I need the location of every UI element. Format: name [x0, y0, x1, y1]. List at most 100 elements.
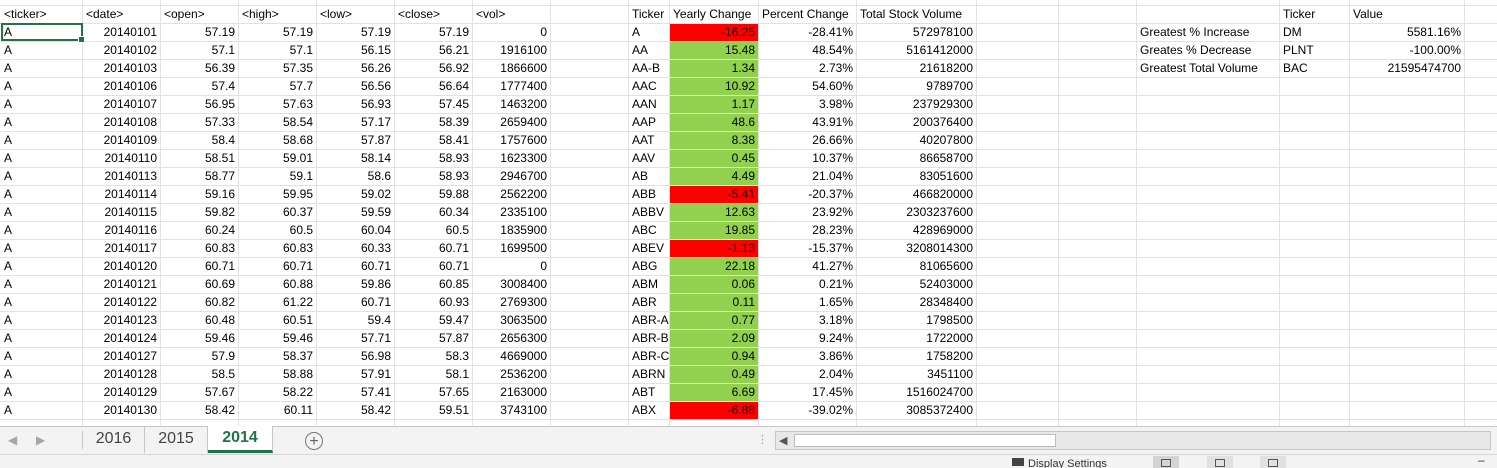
percent-change-cell[interactable]: 41.27%	[812, 259, 853, 273]
cell-ticker[interactable]: A	[4, 313, 13, 327]
cell-close[interactable]: 57.65	[438, 385, 469, 399]
cell-high[interactable]: 58.22	[282, 385, 313, 399]
cell-open[interactable]: 60.24	[204, 223, 235, 237]
cell-open[interactable]: 59.16	[204, 187, 235, 201]
yearly-change-cell[interactable]: 4.49	[670, 168, 758, 185]
cell-date[interactable]: 20140103	[103, 61, 157, 75]
cell-low[interactable]: 59.59	[360, 205, 391, 219]
cell-low[interactable]: 56.26	[360, 61, 391, 75]
cell-ticker[interactable]: A	[4, 187, 13, 201]
yearly-change-cell[interactable]: -6.88	[670, 402, 758, 419]
header-ticker[interactable]: <ticker>	[4, 7, 47, 21]
horizontal-scrollbar[interactable]: ◀	[775, 431, 1491, 450]
cell-high[interactable]: 60.88	[282, 277, 313, 291]
summary-ticker[interactable]: ABM	[632, 277, 659, 291]
summary-ticker[interactable]: ABR-B	[632, 331, 669, 345]
total-volume-cell[interactable]: 1798500	[926, 313, 973, 327]
cell-open[interactable]: 60.71	[204, 259, 235, 273]
yearly-change-cell[interactable]: 0.45	[670, 150, 758, 167]
cell-vol[interactable]: 1916100	[500, 43, 547, 57]
cell-open[interactable]: 57.4	[211, 79, 235, 93]
cell-low[interactable]: 59.02	[360, 187, 391, 201]
cell-close[interactable]: 57.87	[438, 331, 469, 345]
cell-date[interactable]: 20140109	[103, 133, 157, 147]
summary-ticker[interactable]: ABR-C	[632, 349, 669, 363]
header-close[interactable]: <close>	[398, 7, 441, 21]
yearly-change-cell[interactable]: 22.18	[670, 258, 758, 275]
cell-high[interactable]: 59.01	[282, 151, 313, 165]
cell-open[interactable]: 60.48	[204, 313, 235, 327]
cell-low[interactable]: 56.98	[360, 349, 391, 363]
cell-vol[interactable]: 2946700	[500, 169, 547, 183]
summary-ticker[interactable]: ABR	[632, 295, 657, 309]
greatest-header-value[interactable]: Value	[1353, 7, 1383, 21]
total-volume-cell[interactable]: 572978100	[912, 25, 973, 39]
cell-high[interactable]: 60.51	[282, 313, 313, 327]
cell-open[interactable]: 57.9	[211, 349, 235, 363]
total-volume-cell[interactable]: 52403000	[919, 277, 973, 291]
cell-ticker[interactable]: A	[4, 115, 13, 129]
cell-vol[interactable]: 3063500	[500, 313, 547, 327]
cell-ticker[interactable]: A	[4, 223, 13, 237]
cell-low[interactable]: 60.04	[360, 223, 391, 237]
yearly-change-cell[interactable]: 48.6	[670, 114, 758, 131]
cell-close[interactable]: 56.92	[438, 61, 469, 75]
percent-change-cell[interactable]: 2.73%	[818, 61, 853, 75]
yearly-change-cell[interactable]: 1.34	[670, 60, 758, 77]
cell-date[interactable]: 20140117	[104, 241, 158, 255]
greatest-ticker[interactable]: PLNT	[1283, 43, 1314, 57]
cell-vol[interactable]: 3743100	[500, 403, 547, 417]
cell-date[interactable]: 20140116	[104, 223, 158, 237]
cell-open[interactable]: 60.69	[204, 277, 235, 291]
cell-vol[interactable]: 1699500	[500, 241, 547, 255]
cell-ticker[interactable]: A	[4, 25, 13, 39]
percent-change-cell[interactable]: -28.41%	[808, 25, 853, 39]
cell-vol[interactable]: 2769300	[500, 295, 547, 309]
greatest-value[interactable]: 5581.16%	[1406, 25, 1461, 39]
percent-change-cell[interactable]: 21.04%	[812, 169, 853, 183]
cell-close[interactable]: 59.51	[438, 403, 469, 417]
total-volume-cell[interactable]: 21618200	[919, 61, 973, 75]
cell-low[interactable]: 57.91	[360, 367, 391, 381]
cell-date[interactable]: 20140102	[103, 43, 157, 57]
header-high[interactable]: <high>	[242, 7, 279, 21]
total-volume-cell[interactable]: 81065600	[919, 259, 973, 273]
greatest-value[interactable]: 21595474700	[1387, 61, 1461, 75]
header-ticker[interactable]: Ticker	[632, 7, 665, 21]
cell-high[interactable]: 61.22	[282, 295, 313, 309]
cell-ticker[interactable]: A	[4, 205, 13, 219]
scroll-tabs-left-icon[interactable]: ◀	[8, 433, 18, 447]
header-vol[interactable]: <vol>	[476, 7, 506, 21]
cell-date[interactable]: 20140114	[104, 187, 158, 201]
total-volume-cell[interactable]: 83051600	[919, 169, 973, 183]
cell-vol[interactable]: 1777400	[500, 79, 547, 93]
cell-date[interactable]: 20140130	[103, 403, 157, 417]
total-volume-cell[interactable]: 9789700	[926, 79, 973, 93]
summary-ticker[interactable]: AAN	[632, 97, 657, 111]
yearly-change-cell[interactable]: 0.49	[670, 366, 758, 383]
cell-vol[interactable]: 2562200	[500, 187, 547, 201]
yearly-change-cell[interactable]: 0.94	[670, 348, 758, 365]
cell-vol[interactable]: 1463200	[500, 97, 547, 111]
cell-open[interactable]: 56.95	[204, 97, 235, 111]
total-volume-cell[interactable]: 86658700	[919, 151, 973, 165]
summary-ticker[interactable]: ABG	[632, 259, 658, 273]
cell-high[interactable]: 60.37	[282, 205, 313, 219]
percent-change-cell[interactable]: 48.54%	[812, 43, 853, 57]
cell-high[interactable]: 58.68	[282, 133, 313, 147]
cell-ticker[interactable]: A	[4, 367, 13, 381]
cell-open[interactable]: 59.82	[204, 205, 235, 219]
total-volume-cell[interactable]: 1722000	[926, 331, 973, 345]
summary-ticker[interactable]: AAV	[632, 151, 656, 165]
cell-ticker[interactable]: A	[4, 295, 13, 309]
cell-high[interactable]: 60.5	[289, 223, 313, 237]
greatest-label[interactable]: Greates % Decrease	[1140, 43, 1252, 57]
yearly-change-cell[interactable]: -1.13	[670, 240, 758, 257]
cell-high[interactable]: 58.88	[282, 367, 313, 381]
cell-open[interactable]: 60.82	[204, 295, 235, 309]
cell-low[interactable]: 57.17	[360, 115, 391, 129]
add-sheet-button[interactable]: +	[305, 432, 323, 450]
cell-vol[interactable]: 2335100	[500, 205, 547, 219]
yearly-change-cell[interactable]: 6.69	[670, 384, 758, 401]
greatest-ticker[interactable]: BAC	[1283, 61, 1308, 75]
